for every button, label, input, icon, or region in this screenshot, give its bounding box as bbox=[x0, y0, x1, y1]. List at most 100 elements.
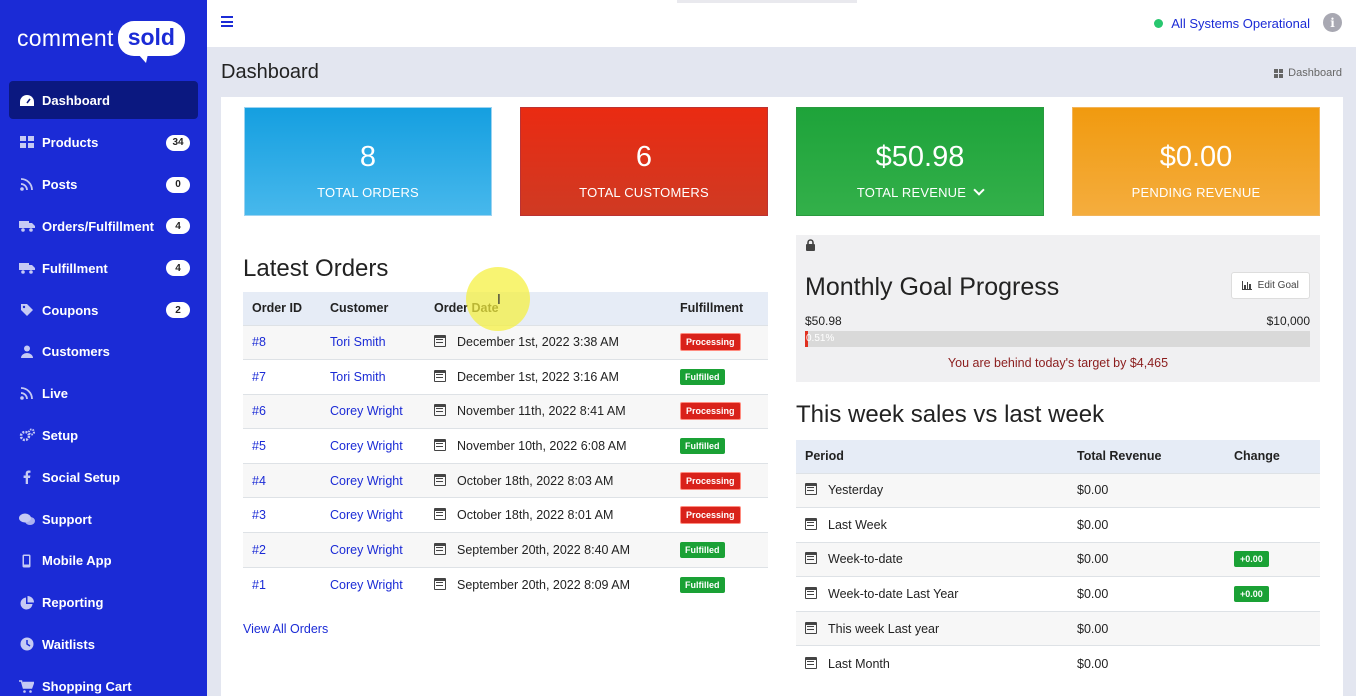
customer-link[interactable]: Tori Smith bbox=[330, 369, 386, 384]
fulfillment-cell: Processing bbox=[671, 324, 768, 360]
table-row[interactable]: #4 Corey Wright October 18th, 2022 8:03 AM… bbox=[243, 462, 768, 498]
order-id-link[interactable]: #4 bbox=[252, 473, 266, 488]
table-row: Last Week $0.00 bbox=[796, 507, 1320, 543]
gears-icon bbox=[18, 428, 35, 442]
sidebar-item-social-setup[interactable]: Social Setup bbox=[0, 456, 207, 498]
order-date: September 20th, 2022 8:09 AM bbox=[457, 577, 631, 592]
order-id-link[interactable]: #5 bbox=[252, 439, 266, 454]
order-date: October 18th, 2022 8:03 AM bbox=[457, 473, 614, 488]
goal-title: Monthly Goal Progress bbox=[805, 273, 1060, 301]
info-icon[interactable]: i bbox=[1323, 13, 1342, 32]
sidebar-item-customers[interactable]: Customers bbox=[0, 331, 207, 373]
table-row[interactable]: #6 Corey Wright November 11th, 2022 8:41 A… bbox=[243, 393, 768, 429]
col-order-date[interactable]: Order Date bbox=[425, 292, 671, 325]
fulfillment-status-badge: Processing bbox=[680, 471, 741, 490]
sidebar-item-fulfillment[interactable]: Fulfillment 4 bbox=[0, 247, 207, 289]
order-id-link[interactable]: #2 bbox=[252, 542, 266, 557]
sidebar-item-label: Mobile App bbox=[42, 553, 112, 569]
period-label: Last Week bbox=[828, 517, 887, 532]
edit-goal-button[interactable]: Edit Goal bbox=[1231, 272, 1310, 299]
calendar-icon bbox=[805, 483, 817, 496]
table-row[interactable]: #1 Corey Wright September 20th, 2022 8:09 … bbox=[243, 566, 768, 602]
table-row: This week Last year $0.00 bbox=[796, 610, 1320, 646]
customer-link[interactable]: Corey Wright bbox=[330, 577, 403, 592]
table-row[interactable]: #2 Corey Wright September 20th, 2022 8:40 … bbox=[243, 532, 768, 568]
customer-cell: Tori Smith bbox=[321, 324, 425, 360]
system-status[interactable]: All Systems Operational bbox=[1154, 16, 1310, 31]
stat-value: 8 bbox=[359, 141, 377, 173]
col-order-id[interactable]: Order ID bbox=[243, 292, 321, 325]
sidebar-item-live[interactable]: Live bbox=[0, 373, 207, 415]
fulfillment-status-badge: Processing bbox=[680, 402, 741, 421]
change-badge: +0.00 bbox=[1234, 551, 1269, 568]
view-all-orders-link[interactable]: View All Orders bbox=[243, 622, 329, 636]
period-cell: Week-to-date bbox=[796, 541, 1068, 577]
breadcrumb[interactable]: Dashboard bbox=[1274, 67, 1342, 79]
change-cell bbox=[1225, 645, 1320, 681]
order-id-cell: #5 bbox=[243, 428, 321, 464]
calendar-icon bbox=[434, 542, 446, 555]
table-row[interactable]: #7 Tori Smith December 1st, 2022 3:16 AM Fu… bbox=[243, 359, 768, 395]
customer-link[interactable]: Corey Wright bbox=[330, 404, 403, 419]
stat-total-customers[interactable]: 6 TOTAL CUSTOMERS bbox=[520, 107, 768, 216]
period-label: Week-to-date bbox=[828, 552, 903, 567]
sidebar-item-orders-fulfillment[interactable]: Orders/Fulfillment 4 bbox=[0, 206, 207, 248]
calendar-icon bbox=[434, 577, 446, 590]
table-row: Week-to-date $0.00 +0.00 bbox=[796, 541, 1320, 577]
truck-icon bbox=[18, 219, 35, 233]
cart-icon bbox=[18, 679, 35, 693]
main-content: 8 TOTAL ORDERS 6 TOTAL CUSTOMERS $50.98 … bbox=[221, 97, 1343, 696]
sidebar-item-reporting[interactable]: Reporting bbox=[0, 582, 207, 624]
brand-logo[interactable]: comment sold bbox=[0, 0, 207, 76]
col-customer[interactable]: Customer bbox=[321, 292, 425, 325]
sidebar-item-dashboard[interactable]: Dashboard bbox=[9, 81, 198, 119]
customer-link[interactable]: Corey Wright bbox=[330, 473, 403, 488]
rss-icon bbox=[18, 178, 35, 192]
table-row: Last Month $0.00 bbox=[796, 645, 1320, 681]
calendar-icon bbox=[805, 517, 817, 530]
menu-toggle-icon[interactable] bbox=[221, 16, 233, 27]
truck-icon bbox=[18, 261, 35, 275]
chevron-down-icon[interactable] bbox=[973, 184, 985, 196]
stat-pending-revenue[interactable]: $0.00 PENDING REVENUE bbox=[1072, 107, 1320, 216]
col-change: Change bbox=[1225, 440, 1320, 473]
period-cell: Yesterday bbox=[796, 472, 1068, 508]
brand-bubble: sold bbox=[117, 20, 185, 63]
change-badge: +0.00 bbox=[1234, 586, 1269, 603]
sidebar-item-products[interactable]: Products 34 bbox=[0, 122, 207, 164]
sidebar-item-posts[interactable]: Posts 0 bbox=[0, 164, 207, 206]
sidebar-item-waitlists[interactable]: Waitlists bbox=[0, 624, 207, 666]
table-row[interactable]: #3 Corey Wright October 18th, 2022 8:01 AM… bbox=[243, 497, 768, 533]
stat-total-revenue[interactable]: $50.98 TOTAL REVENUE bbox=[796, 107, 1044, 216]
order-id-cell: #4 bbox=[243, 462, 321, 498]
order-id-link[interactable]: #8 bbox=[252, 335, 266, 350]
sidebar-item-label: Live bbox=[42, 386, 69, 402]
table-row[interactable]: #8 Tori Smith December 1st, 2022 3:38 AM Pr… bbox=[243, 324, 768, 360]
sidebar-item-coupons[interactable]: Coupons 2 bbox=[0, 289, 207, 331]
chat-icon bbox=[18, 512, 35, 526]
fulfillment-status-badge: Processing bbox=[680, 506, 741, 525]
count-badge: 0 bbox=[166, 176, 190, 193]
weekly-sales-title: This week sales vs last week bbox=[796, 401, 1105, 428]
sidebar-item-label: Products bbox=[42, 135, 99, 151]
order-id-link[interactable]: #7 bbox=[252, 369, 266, 384]
pie-chart-icon bbox=[18, 595, 35, 610]
customer-cell: Corey Wright bbox=[321, 566, 425, 602]
topbar: All Systems Operational i bbox=[207, 0, 1356, 47]
order-id-link[interactable]: #1 bbox=[252, 577, 266, 592]
order-id-link[interactable]: #3 bbox=[252, 508, 266, 523]
customer-link[interactable]: Tori Smith bbox=[330, 335, 386, 350]
sidebar-item-shopping-cart[interactable]: Shopping Cart bbox=[0, 665, 207, 696]
customer-link[interactable]: Corey Wright bbox=[330, 508, 403, 523]
customer-link[interactable]: Corey Wright bbox=[330, 439, 403, 454]
col-fulfillment[interactable]: Fulfillment bbox=[671, 292, 768, 325]
sidebar-item-label: Social Setup bbox=[42, 469, 121, 485]
table-row[interactable]: #5 Corey Wright November 10th, 2022 6:08 A… bbox=[243, 428, 768, 464]
order-date-cell: September 20th, 2022 8:09 AM bbox=[425, 566, 671, 602]
sidebar-item-support[interactable]: Support bbox=[0, 498, 207, 540]
stat-total-orders[interactable]: 8 TOTAL ORDERS bbox=[244, 107, 492, 216]
sidebar-item-setup[interactable]: Setup bbox=[0, 415, 207, 457]
order-id-link[interactable]: #6 bbox=[252, 404, 266, 419]
customer-link[interactable]: Corey Wright bbox=[330, 542, 403, 557]
sidebar-item-mobile-app[interactable]: Mobile App bbox=[0, 540, 207, 582]
